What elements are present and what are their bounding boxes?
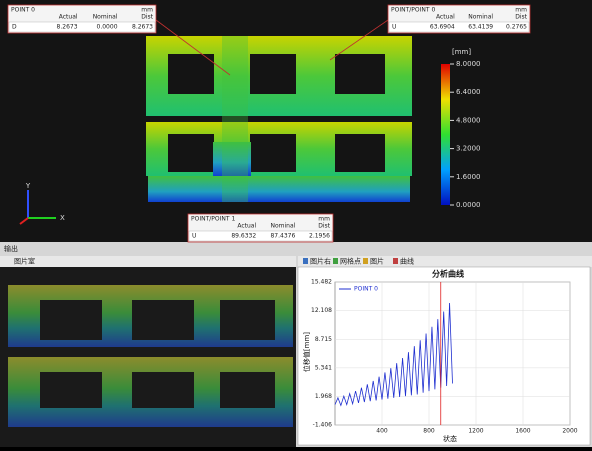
tab-bar: [0, 256, 296, 267]
tab[interactable]: 网格点: [340, 257, 361, 266]
colorbar: [441, 64, 450, 205]
info-value: 0.0000: [97, 24, 118, 31]
x-tick-label: 1200: [468, 428, 483, 435]
colorbar-label: 6.4000: [456, 88, 481, 96]
colorbar-label: 4.8000: [456, 116, 481, 124]
axis-label: X: [60, 214, 65, 222]
info-header: Actual: [436, 14, 455, 21]
y-tick-label: 15.482: [311, 279, 332, 286]
colorbar-label: 8.0000: [456, 60, 481, 68]
axis-label: Y: [25, 182, 31, 190]
info-row: [8, 21, 156, 33]
tab-bar: [298, 256, 592, 267]
info-header: Nominal: [270, 223, 295, 230]
info-unit: mm: [318, 216, 330, 223]
colorbar-label: 0.0000: [456, 201, 481, 209]
info-title: POINT 0: [11, 7, 35, 14]
info-header: Actual: [237, 223, 256, 230]
info-header: Dist: [141, 14, 153, 21]
info-header: Nominal: [468, 14, 493, 21]
tab[interactable]: 图片: [370, 257, 384, 266]
y-tick-label: 1.968: [315, 393, 332, 400]
data-line: [334, 303, 453, 407]
info-title: POINT/POINT 1: [191, 216, 235, 223]
axis-triad: Y X: [19, 182, 65, 225]
panels: [146, 36, 412, 202]
tab[interactable]: 图片室: [14, 257, 35, 266]
info-header: Nominal: [93, 14, 118, 21]
x-axis-title: 状态: [443, 434, 457, 443]
info-unit: mm: [515, 7, 527, 14]
tab-icon: [303, 258, 308, 264]
y-tick-label: -1.406: [313, 422, 333, 429]
info-value: 63.6904: [430, 24, 455, 31]
tab[interactable]: 图片右: [310, 257, 331, 266]
colorbar-label: 3.2000: [456, 145, 481, 153]
chart-title: 分析曲线: [432, 269, 464, 279]
legend-label: POINT 0: [354, 286, 378, 293]
colorbar-unit: [mm]: [452, 48, 471, 56]
y-tick-label: 5.341: [315, 364, 332, 371]
y-axis-title: 位移值[mm]: [302, 332, 311, 372]
panel-label: 输出: [4, 244, 18, 253]
photo-panels: [8, 285, 293, 427]
y-tick-label: 12.108: [311, 307, 332, 314]
tab[interactable]: 曲线: [400, 257, 414, 266]
info-value: 89.6332: [231, 233, 256, 240]
x-tick-label: 400: [376, 428, 388, 435]
info-header: Dist: [318, 223, 330, 230]
tab-icon: [363, 258, 368, 264]
info-value: 2.1956: [309, 233, 330, 240]
info-value: 87.4376: [270, 233, 295, 240]
info-value: 8.2673: [57, 24, 78, 31]
x-tick-label: 1600: [515, 428, 530, 435]
info-header: Dist: [515, 14, 527, 21]
x-tick-label: 800: [423, 428, 435, 435]
tab-icon: [393, 258, 398, 264]
info-row: [388, 21, 530, 33]
info-value: 0.2765: [506, 24, 527, 31]
x-tick-label: 2000: [562, 428, 577, 435]
colorbar-label: 1.6000: [456, 173, 481, 181]
info-unit: mm: [141, 7, 153, 14]
info-row-label: U: [192, 233, 196, 240]
y-tick-label: 8.715: [315, 336, 332, 343]
info-title: POINT/POINT 0: [391, 7, 435, 14]
info-header: Actual: [59, 14, 78, 21]
plot-area: [334, 281, 571, 426]
info-value: 63.4139: [468, 24, 493, 31]
info-row: [188, 230, 333, 242]
info-row-label: D: [12, 24, 17, 31]
info-value: 8.2673: [132, 24, 153, 31]
info-row-label: U: [392, 24, 396, 31]
tab-icon: [333, 258, 338, 264]
